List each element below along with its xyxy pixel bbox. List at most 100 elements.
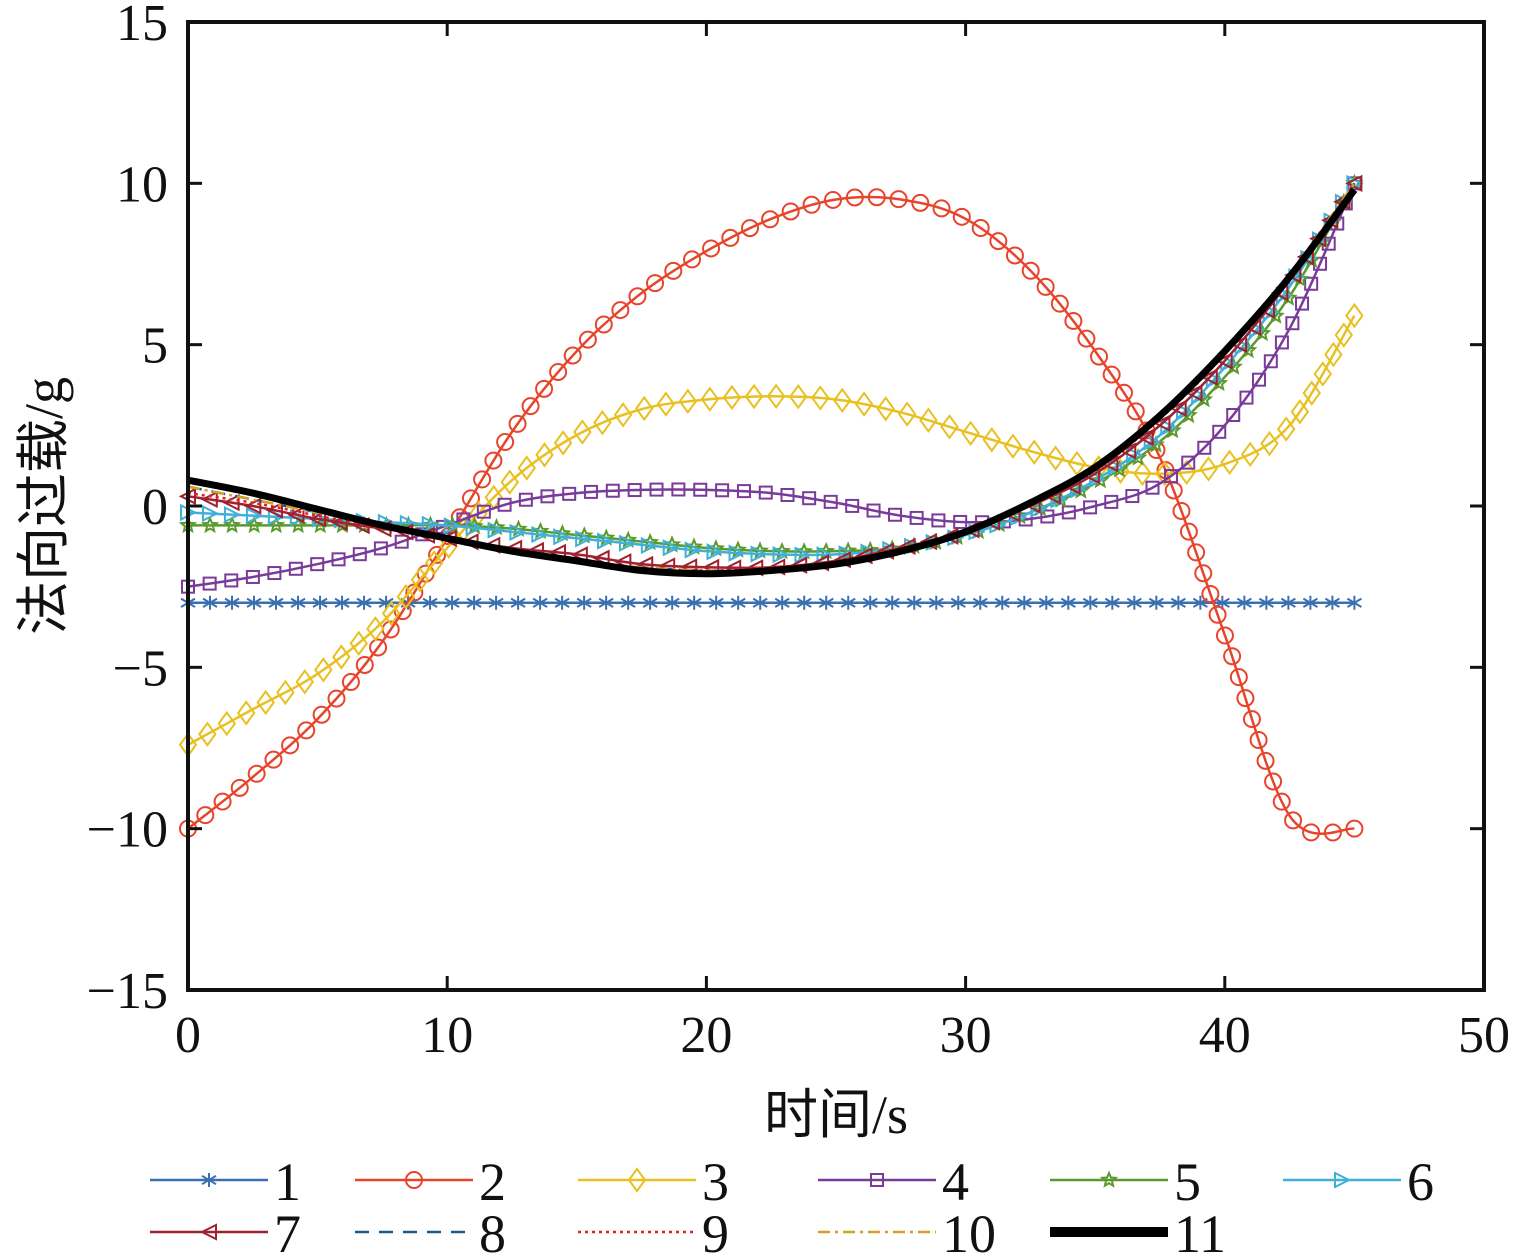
- data-point-3: [366, 616, 385, 642]
- data-point-2: [971, 219, 990, 238]
- data-point-5: [1238, 340, 1258, 359]
- data-point-7: [1119, 442, 1137, 460]
- data-point-4: [583, 484, 598, 499]
- data-point-2: [521, 397, 540, 416]
- legend-label: 3: [702, 1152, 729, 1212]
- data-point-6: [838, 545, 856, 563]
- data-point-2: [281, 736, 300, 755]
- data-point-4: [1252, 372, 1267, 387]
- legend-item-4: 4: [818, 1152, 969, 1212]
- data-point-6: [706, 543, 724, 561]
- data-point-1: [598, 595, 614, 610]
- data-point-4: [1285, 316, 1300, 331]
- data-point-2: [1005, 246, 1024, 265]
- legend-label: 4: [942, 1152, 969, 1212]
- x-tick-label: 10: [421, 1007, 473, 1064]
- data-point-1: [686, 595, 702, 610]
- data-point-3: [1133, 460, 1152, 487]
- data-point-4: [605, 483, 620, 498]
- data-point-3: [876, 396, 895, 422]
- data-point-2: [761, 210, 780, 229]
- data-point-2: [247, 764, 266, 783]
- data-point-4: [866, 503, 881, 518]
- data-point-4: [649, 482, 664, 497]
- data-point-3: [217, 710, 237, 737]
- legend-label: 5: [1174, 1152, 1201, 1212]
- data-point-3: [897, 401, 917, 427]
- legend-item-6: 6: [1283, 1152, 1434, 1212]
- data-point-7: [265, 501, 283, 519]
- legend-marker: [1334, 1171, 1352, 1189]
- data-point-3: [517, 455, 536, 481]
- data-point-3: [1220, 449, 1239, 475]
- data-point-1: [378, 595, 394, 610]
- series-5: [178, 173, 1364, 560]
- data-point-4: [1212, 424, 1227, 439]
- data-point-3: [314, 657, 333, 683]
- data-point-1: [554, 595, 570, 610]
- data-point-3: [381, 600, 401, 626]
- data-point-5: [465, 516, 484, 535]
- series-line-3: [187, 314, 1356, 746]
- series-line-11: [187, 187, 1358, 578]
- data-point-2: [664, 261, 683, 280]
- data-point-2: [1077, 329, 1096, 348]
- data-point-2: [1187, 543, 1206, 562]
- legend-item-1: 1: [150, 1152, 301, 1212]
- data-point-1: [1302, 595, 1318, 610]
- data-point-1: [664, 595, 680, 610]
- y-tick-label: −10: [87, 802, 168, 859]
- data-point-3: [500, 469, 519, 495]
- data-point-4: [888, 507, 903, 522]
- data-point-1: [1126, 595, 1142, 610]
- series-1: [180, 595, 1362, 610]
- x-tick-label: 0: [175, 1007, 201, 1064]
- series-11: [187, 187, 1358, 578]
- data-point-1: [928, 595, 944, 610]
- series-10: [187, 182, 1356, 573]
- data-point-3: [766, 383, 786, 410]
- data-point-2: [341, 672, 360, 691]
- data-point-2: [1090, 347, 1109, 366]
- data-point-2: [683, 250, 702, 269]
- data-point-4: [373, 541, 388, 556]
- legend-item-5: 5: [1050, 1152, 1201, 1212]
- data-point-5: [1071, 481, 1091, 499]
- series-line-10: [187, 182, 1356, 573]
- data-point-6: [772, 546, 790, 564]
- data-point-6: [465, 519, 483, 537]
- data-point-1: [312, 595, 328, 610]
- data-point-2: [312, 705, 331, 724]
- data-point-1: [906, 595, 922, 610]
- data-point-2: [1264, 772, 1283, 791]
- data-point-2: [1323, 823, 1342, 842]
- data-point-1: [1258, 595, 1274, 610]
- data-point-2: [1201, 584, 1220, 603]
- data-point-2: [461, 489, 480, 508]
- legend-marker: [199, 1223, 217, 1241]
- data-point-2: [213, 792, 232, 811]
- data-point-1: [356, 595, 372, 610]
- data-point-4: [310, 557, 325, 572]
- data-point-1: [1016, 595, 1032, 610]
- data-point-4: [1125, 489, 1140, 504]
- data-point-2: [1050, 294, 1069, 313]
- data-point-2: [355, 655, 374, 674]
- data-point-2: [578, 330, 597, 349]
- legend-marker: [627, 1167, 647, 1193]
- data-point-4: [671, 482, 686, 497]
- data-point-4: [394, 534, 409, 549]
- data-point-3: [1003, 433, 1023, 459]
- x-tick-label: 40: [1199, 1007, 1251, 1064]
- data-point-1: [1148, 595, 1164, 610]
- data-point-2: [535, 379, 554, 398]
- y-tick-label: −15: [87, 963, 168, 1020]
- data-point-2: [1179, 522, 1198, 541]
- data-point-6: [201, 504, 220, 523]
- data-point-3: [678, 388, 698, 415]
- series-3: [178, 302, 1364, 758]
- data-point-3: [744, 383, 764, 410]
- data-point-3: [854, 391, 874, 417]
- legend-label: 10: [942, 1204, 996, 1259]
- data-point-2: [952, 207, 971, 226]
